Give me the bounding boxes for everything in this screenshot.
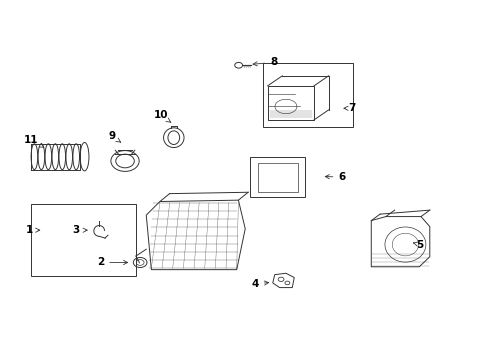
- Bar: [31, 204, 136, 276]
- Text: 6: 6: [325, 172, 345, 182]
- Text: 4: 4: [251, 279, 268, 289]
- Text: 7: 7: [343, 103, 355, 113]
- Text: 3: 3: [73, 225, 87, 235]
- Text: 10: 10: [153, 111, 170, 122]
- Bar: [263, 63, 352, 127]
- Bar: [267, 86, 313, 120]
- Text: 5: 5: [412, 239, 423, 249]
- Text: 11: 11: [23, 135, 44, 147]
- Text: 1: 1: [25, 225, 40, 235]
- Text: 9: 9: [108, 131, 121, 142]
- Text: 2: 2: [97, 257, 127, 267]
- Text: 8: 8: [253, 57, 277, 67]
